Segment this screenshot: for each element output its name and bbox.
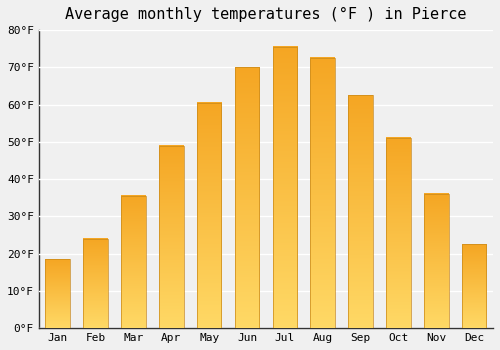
Bar <box>121 196 146 328</box>
Bar <box>462 244 486 328</box>
Bar <box>234 67 260 328</box>
Bar <box>348 95 373 328</box>
Bar <box>310 58 335 328</box>
Bar <box>84 239 108 328</box>
Bar <box>46 259 70 328</box>
Bar <box>197 103 222 328</box>
Bar <box>386 138 410 328</box>
Bar <box>272 47 297 328</box>
Bar <box>159 146 184 328</box>
Bar <box>424 194 448 328</box>
Title: Average monthly temperatures (°F ) in Pierce: Average monthly temperatures (°F ) in Pi… <box>65 7 466 22</box>
